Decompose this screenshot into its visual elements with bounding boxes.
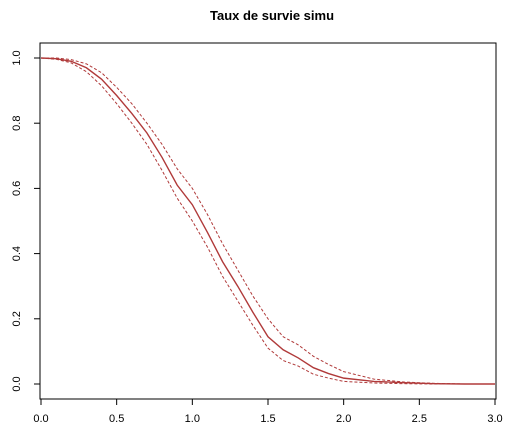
- series-line-bound-1: [41, 57, 495, 385]
- series-group: [40, 57, 495, 385]
- x-axis: 0.0 0.5 1.0 1.5 2.0 2.5 3.0: [33, 398, 503, 425]
- series-line-bound-2: [40, 57, 495, 385]
- x-tick-label: 2.0: [336, 413, 351, 425]
- y-tick-label: 0.0: [11, 376, 23, 391]
- x-tick-label: 1.0: [185, 413, 200, 425]
- y-tick-label: 0.4: [11, 246, 23, 261]
- x-tick-label: 1.5: [260, 413, 275, 425]
- series-line-estimate: [40, 57, 495, 385]
- y-tick-label: 0.6: [11, 181, 23, 196]
- x-tick-label: 3.0: [487, 413, 502, 425]
- x-tick-label: 0.0: [33, 413, 48, 425]
- y-axis: 0.0 0.2 0.4 0.6 0.8 1.0: [11, 50, 41, 392]
- x-tick-label: 0.5: [109, 413, 124, 425]
- chart-title: Taux de survie simu: [210, 8, 334, 23]
- x-tick-label: 2.5: [412, 413, 427, 425]
- y-tick-label: 1.0: [11, 50, 23, 65]
- y-tick-label: 0.8: [11, 116, 23, 131]
- y-tick-label: 0.2: [11, 311, 23, 326]
- plot-frame: [39, 42, 497, 400]
